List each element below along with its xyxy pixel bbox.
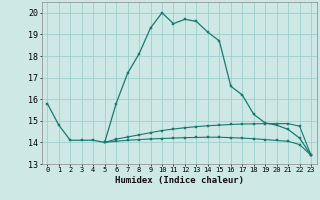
X-axis label: Humidex (Indice chaleur): Humidex (Indice chaleur): [115, 176, 244, 185]
